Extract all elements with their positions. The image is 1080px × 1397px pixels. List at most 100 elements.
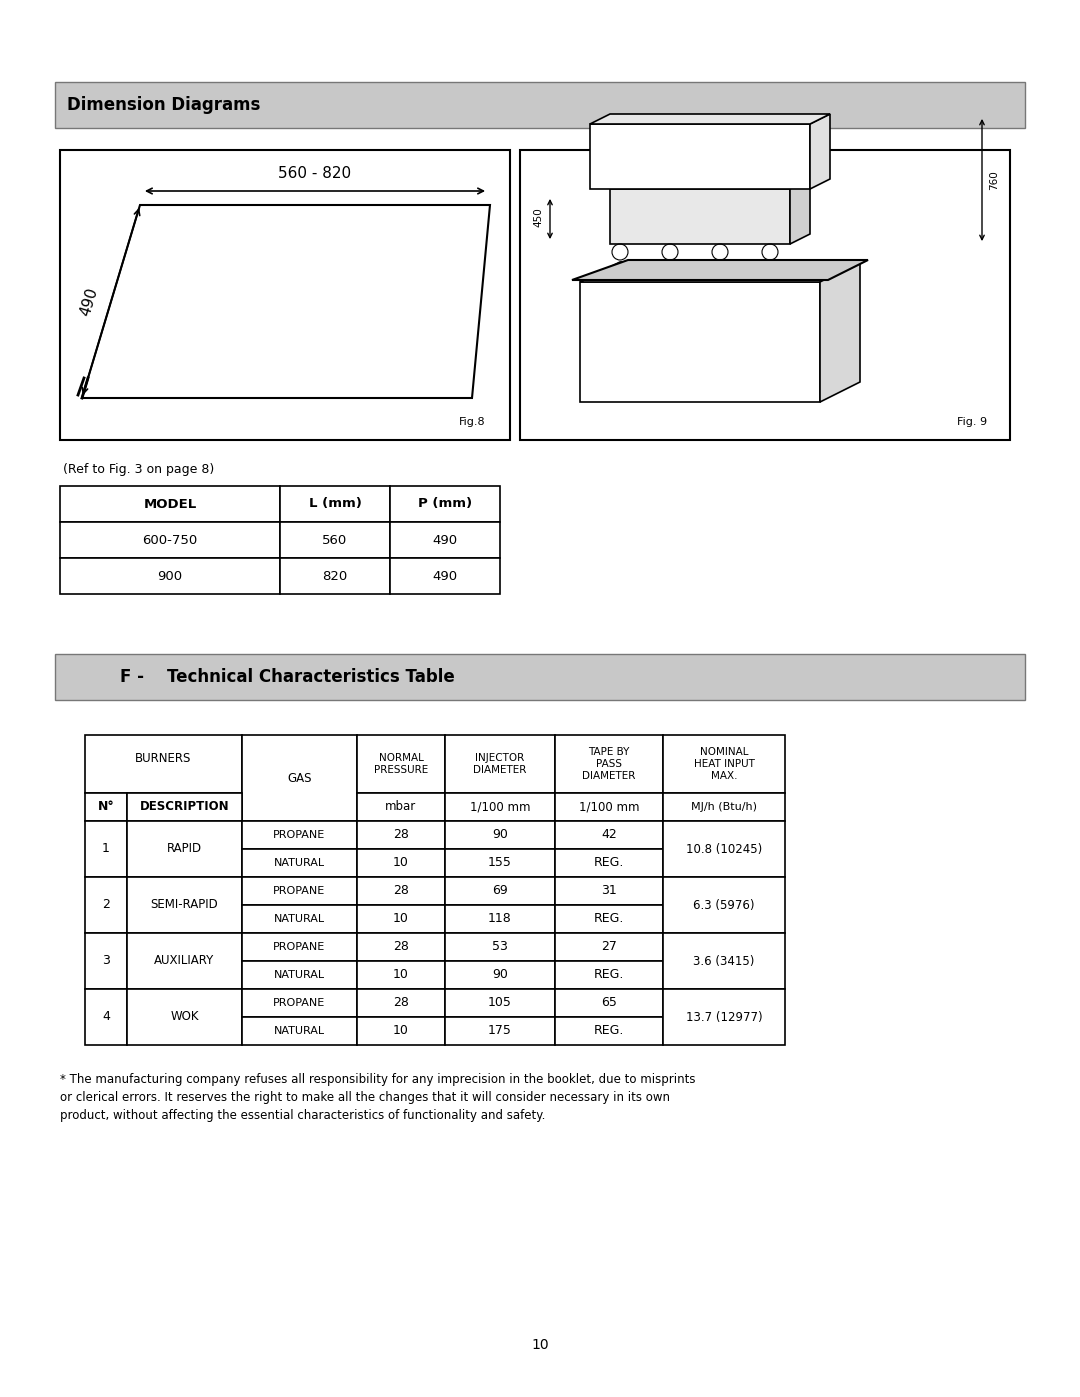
Text: Fig.8: Fig.8 — [459, 416, 485, 427]
Text: MJ/h (Btu/h): MJ/h (Btu/h) — [691, 802, 757, 812]
Bar — [127, 933, 242, 989]
Text: 42: 42 — [602, 828, 617, 841]
Bar — [357, 821, 445, 849]
Bar — [357, 793, 445, 821]
Bar — [60, 149, 510, 440]
Text: 490: 490 — [432, 570, 458, 583]
Text: Fig. 9: Fig. 9 — [957, 416, 987, 427]
Bar — [85, 793, 127, 821]
Polygon shape — [590, 115, 831, 124]
Text: BURNERS: BURNERS — [135, 752, 191, 764]
Text: MODEL: MODEL — [144, 497, 197, 510]
Text: NATURAL: NATURAL — [274, 858, 325, 868]
Bar — [55, 82, 1025, 129]
Text: 490: 490 — [432, 534, 458, 546]
Text: 600-750: 600-750 — [143, 534, 198, 546]
Bar — [280, 522, 390, 557]
Polygon shape — [810, 115, 831, 189]
Text: SEMI-RAPID: SEMI-RAPID — [150, 898, 218, 911]
Bar — [555, 849, 663, 877]
Bar — [357, 905, 445, 933]
Bar — [127, 821, 242, 877]
Bar — [85, 989, 127, 1045]
Text: 1/100 mm: 1/100 mm — [470, 800, 530, 813]
Text: 10: 10 — [393, 912, 409, 925]
Bar — [242, 905, 357, 933]
Text: REG.: REG. — [594, 1024, 624, 1038]
Text: 28: 28 — [393, 828, 409, 841]
Bar — [127, 793, 242, 821]
Polygon shape — [572, 260, 868, 279]
Bar — [445, 905, 555, 933]
Text: GAS: GAS — [287, 771, 312, 785]
Text: NATURAL: NATURAL — [274, 970, 325, 981]
Text: Dimension Diagrams: Dimension Diagrams — [67, 96, 260, 115]
Text: 27: 27 — [602, 940, 617, 954]
Bar — [663, 989, 785, 1045]
Bar — [242, 735, 357, 821]
Bar — [60, 522, 280, 557]
Text: 10: 10 — [393, 1024, 409, 1038]
Text: 28: 28 — [393, 884, 409, 897]
Text: 90: 90 — [492, 968, 508, 982]
Bar — [242, 989, 357, 1017]
Bar — [242, 821, 357, 849]
Polygon shape — [789, 179, 810, 244]
Text: PROPANE: PROPANE — [273, 886, 326, 895]
Text: mbar: mbar — [386, 800, 417, 813]
Bar — [357, 989, 445, 1017]
Text: 155: 155 — [488, 856, 512, 869]
Bar — [85, 933, 127, 989]
Bar — [555, 735, 663, 793]
Text: F -    Technical Characteristics Table: F - Technical Characteristics Table — [120, 668, 455, 686]
Bar — [445, 735, 555, 793]
Bar — [610, 189, 789, 244]
Bar — [445, 1017, 555, 1045]
Bar — [280, 557, 390, 594]
Text: NATURAL: NATURAL — [274, 914, 325, 923]
Text: REG.: REG. — [594, 968, 624, 982]
Text: 4: 4 — [103, 1010, 110, 1024]
Bar — [663, 735, 785, 793]
Text: NORMAL
PRESSURE: NORMAL PRESSURE — [374, 753, 428, 775]
Bar — [60, 557, 280, 594]
Text: 10.8 (10245): 10.8 (10245) — [686, 842, 762, 855]
Bar — [390, 557, 500, 594]
Bar — [445, 933, 555, 961]
Text: 28: 28 — [393, 996, 409, 1010]
Text: PROPANE: PROPANE — [273, 942, 326, 951]
Bar — [445, 793, 555, 821]
Bar — [280, 486, 390, 522]
Bar — [85, 877, 127, 933]
Text: 490: 490 — [78, 285, 100, 317]
Bar — [445, 821, 555, 849]
Text: INJECTOR
DIAMETER: INJECTOR DIAMETER — [473, 753, 527, 775]
Bar — [357, 961, 445, 989]
Text: REG.: REG. — [594, 856, 624, 869]
Text: PROPANE: PROPANE — [273, 830, 326, 840]
Bar — [85, 735, 242, 793]
Bar — [555, 1017, 663, 1045]
Text: L (mm): L (mm) — [309, 497, 362, 510]
Bar — [555, 821, 663, 849]
Text: NATURAL: NATURAL — [274, 1025, 325, 1037]
Text: 10: 10 — [393, 968, 409, 982]
Text: 105: 105 — [488, 996, 512, 1010]
Bar — [357, 933, 445, 961]
Text: 28: 28 — [393, 940, 409, 954]
Text: 13.7 (12977): 13.7 (12977) — [686, 1010, 762, 1024]
Bar — [55, 654, 1025, 700]
Text: 900: 900 — [158, 570, 183, 583]
Text: 10: 10 — [393, 856, 409, 869]
Text: REG.: REG. — [594, 912, 624, 925]
Bar — [357, 877, 445, 905]
Text: TAPE BY
PASS
DIAMETER: TAPE BY PASS DIAMETER — [582, 747, 636, 781]
Text: (Ref to Fig. 3 on page 8): (Ref to Fig. 3 on page 8) — [63, 464, 214, 476]
Bar — [663, 821, 785, 877]
Bar — [445, 989, 555, 1017]
Text: 2: 2 — [103, 898, 110, 911]
Text: RAPID: RAPID — [167, 842, 202, 855]
Text: 450: 450 — [534, 208, 543, 228]
Bar — [555, 793, 663, 821]
Bar — [663, 933, 785, 989]
